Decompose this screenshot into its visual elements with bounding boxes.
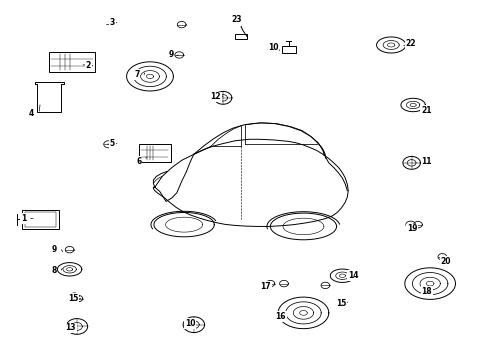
Text: 4: 4	[29, 109, 34, 118]
Text: 7: 7	[134, 70, 140, 79]
Text: 10: 10	[268, 42, 278, 51]
Text: 3: 3	[110, 18, 115, 27]
Text: 20: 20	[441, 257, 451, 266]
Text: 13: 13	[65, 323, 76, 332]
Bar	[139, 144, 171, 162]
Text: 8: 8	[51, 266, 57, 275]
Text: 9: 9	[51, 245, 57, 254]
Text: 16: 16	[275, 312, 286, 321]
Bar	[235, 33, 247, 39]
Text: 17: 17	[261, 282, 271, 291]
Bar	[49, 52, 95, 72]
Text: 23: 23	[231, 15, 242, 24]
Text: 6: 6	[136, 157, 142, 166]
Text: 14: 14	[348, 271, 358, 280]
Text: 15: 15	[68, 294, 79, 303]
Text: 9: 9	[169, 50, 173, 59]
Text: 11: 11	[421, 157, 432, 166]
Text: 15: 15	[336, 299, 346, 308]
Text: 12: 12	[211, 92, 221, 101]
Text: 18: 18	[421, 287, 432, 296]
Text: 5: 5	[110, 139, 115, 148]
Text: 2: 2	[85, 61, 91, 70]
Text: 10: 10	[185, 319, 196, 328]
Text: 19: 19	[407, 224, 417, 233]
Bar	[282, 46, 296, 53]
Text: 22: 22	[405, 39, 416, 48]
Bar	[22, 210, 59, 229]
Bar	[24, 212, 56, 227]
Text: 1: 1	[21, 214, 26, 223]
Text: 21: 21	[421, 106, 432, 115]
